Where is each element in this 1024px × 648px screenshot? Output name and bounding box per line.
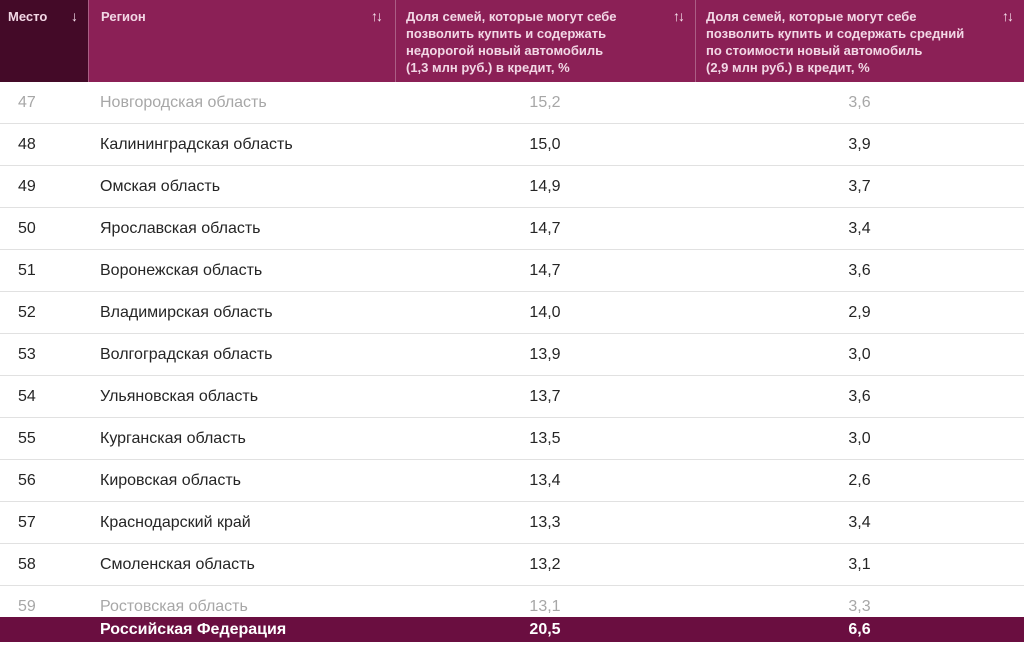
cheap-car-cell: 13,2: [529, 555, 561, 573]
column-header-mid-car-share[interactable]: Доля семей, которые могут себе позволить…: [695, 0, 1024, 82]
sort-toggle-icon[interactable]: ↑↓: [1002, 8, 1014, 24]
region-cell: Ульяновская область: [100, 387, 259, 405]
region-cell: Ярославская область: [100, 219, 261, 237]
table-row: 53 Волгоградская область 13,9 3,0: [0, 334, 1024, 376]
rank-cell: 48: [18, 135, 36, 153]
rank-cell: 59: [18, 597, 36, 615]
region-cell: Новгородская область: [100, 93, 267, 111]
cheap-car-cell: 14,0: [529, 303, 561, 321]
rank-cell: 52: [18, 303, 36, 321]
region-cell: Калининградская область: [100, 135, 293, 153]
region-cell: Курганская область: [100, 429, 246, 447]
cheap-car-cell: 13,9: [529, 345, 561, 363]
column-header-mid-car-label: Доля семей, которые могут себе позволить…: [706, 9, 965, 75]
cheap-car-cell: 13,7: [529, 387, 561, 405]
table-row: 57 Краснодарский край 13,3 3,4: [0, 502, 1024, 544]
mid-car-cell: 2,9: [848, 303, 871, 321]
column-header-region-label: Регион: [101, 9, 146, 24]
cheap-car-cell: 13,1: [529, 597, 561, 615]
table-row: 54 Ульяновская область 13,7 3,6: [0, 376, 1024, 418]
column-header-region[interactable]: Регион ↑↓: [88, 0, 395, 82]
cheap-car-cell: 15,2: [529, 93, 561, 111]
rank-cell: 54: [18, 387, 36, 405]
region-cell: Омская область: [100, 177, 221, 195]
region-cell: Воронежская область: [100, 261, 263, 279]
mid-car-cell: 3,0: [848, 429, 871, 447]
mid-car-cell: 3,6: [848, 387, 871, 405]
rank-cell: 53: [18, 345, 36, 363]
region-cell: Кировская область: [100, 471, 241, 489]
cheap-car-cell: 13,5: [529, 429, 561, 447]
cheap-car-cell: 14,7: [529, 219, 561, 237]
table-row: 47 Новгородская область 15,2 3,6: [0, 82, 1024, 124]
rank-cell: 58: [18, 555, 36, 573]
table-row: 58 Смоленская область 13,2 3,1: [0, 544, 1024, 586]
mid-car-cell: 3,6: [848, 93, 871, 111]
sort-descending-icon[interactable]: ↓: [71, 8, 78, 24]
summary-row-russian-federation: Российская Федерация 20,5 6,6: [0, 617, 1024, 642]
rank-cell: 56: [18, 471, 36, 489]
rank-cell: 50: [18, 219, 36, 237]
mid-car-cell: 3,0: [848, 345, 871, 363]
region-cell: Краснодарский край: [100, 513, 251, 531]
summary-mid-car-cell: 6,6: [848, 620, 871, 638]
cheap-car-cell: 15,0: [529, 135, 561, 153]
mid-car-cell: 2,6: [848, 471, 871, 489]
region-cell: Смоленская область: [100, 555, 255, 573]
rank-cell: 51: [18, 261, 36, 279]
column-header-place-label: Место: [8, 9, 48, 24]
rank-cell: 47: [18, 93, 36, 111]
region-cell: Владимирская область: [100, 303, 273, 321]
cheap-car-cell: 13,3: [529, 513, 561, 531]
rank-cell: 49: [18, 177, 36, 195]
mid-car-cell: 3,4: [848, 513, 871, 531]
table-row: 50 Ярославская область 14,7 3,4: [0, 208, 1024, 250]
column-header-cheap-car-share[interactable]: Доля семей, которые могут себе позволить…: [395, 0, 695, 82]
table-row: 52 Владимирская область 14,0 2,9: [0, 292, 1024, 334]
region-cell: Волгоградская область: [100, 345, 273, 363]
sort-toggle-icon[interactable]: ↑↓: [673, 8, 685, 24]
mid-car-cell: 3,9: [848, 135, 871, 153]
cheap-car-cell: 13,4: [529, 471, 561, 489]
mid-car-cell: 3,6: [848, 261, 871, 279]
rank-cell: 57: [18, 513, 36, 531]
table-row: 51 Воронежская область 14,7 3,6: [0, 250, 1024, 292]
rank-cell: 55: [18, 429, 36, 447]
mid-car-cell: 3,1: [848, 555, 871, 573]
cheap-car-cell: 14,9: [529, 177, 561, 195]
column-header-cheap-car-label: Доля семей, которые могут себе позволить…: [406, 9, 617, 75]
table-row: 56 Кировская область 13,4 2,6: [0, 460, 1024, 502]
table-body: 47 Новгородская область 15,2 3,6 48 Кали…: [0, 82, 1024, 628]
mid-car-cell: 3,4: [848, 219, 871, 237]
sort-toggle-icon[interactable]: ↑↓: [371, 8, 383, 24]
region-cell: Ростовская область: [100, 597, 248, 615]
summary-region-cell: Российская Федерация: [100, 620, 287, 638]
table-row: 48 Калининградская область 15,0 3,9: [0, 124, 1024, 166]
cheap-car-cell: 14,7: [529, 261, 561, 279]
table-row: 55 Курганская область 13,5 3,0: [0, 418, 1024, 460]
mid-car-cell: 3,3: [848, 597, 871, 615]
column-header-place[interactable]: Место ↓: [0, 0, 88, 82]
table-row: 49 Омская область 14,9 3,7: [0, 166, 1024, 208]
mid-car-cell: 3,7: [848, 177, 871, 195]
table-header: Место ↓ Регион ↑↓ Доля семей, которые мо…: [0, 0, 1024, 82]
summary-cheap-car-cell: 20,5: [529, 620, 561, 638]
